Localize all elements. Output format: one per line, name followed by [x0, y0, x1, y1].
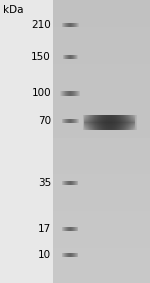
- Text: 100: 100: [31, 88, 51, 98]
- Text: 10: 10: [38, 250, 51, 260]
- Text: 35: 35: [38, 178, 51, 188]
- Bar: [0, 0, 53, 283]
- Text: kDa: kDa: [3, 5, 24, 15]
- Text: 150: 150: [31, 52, 51, 62]
- Text: 210: 210: [31, 20, 51, 31]
- Text: 17: 17: [38, 224, 51, 234]
- Text: 70: 70: [38, 116, 51, 126]
